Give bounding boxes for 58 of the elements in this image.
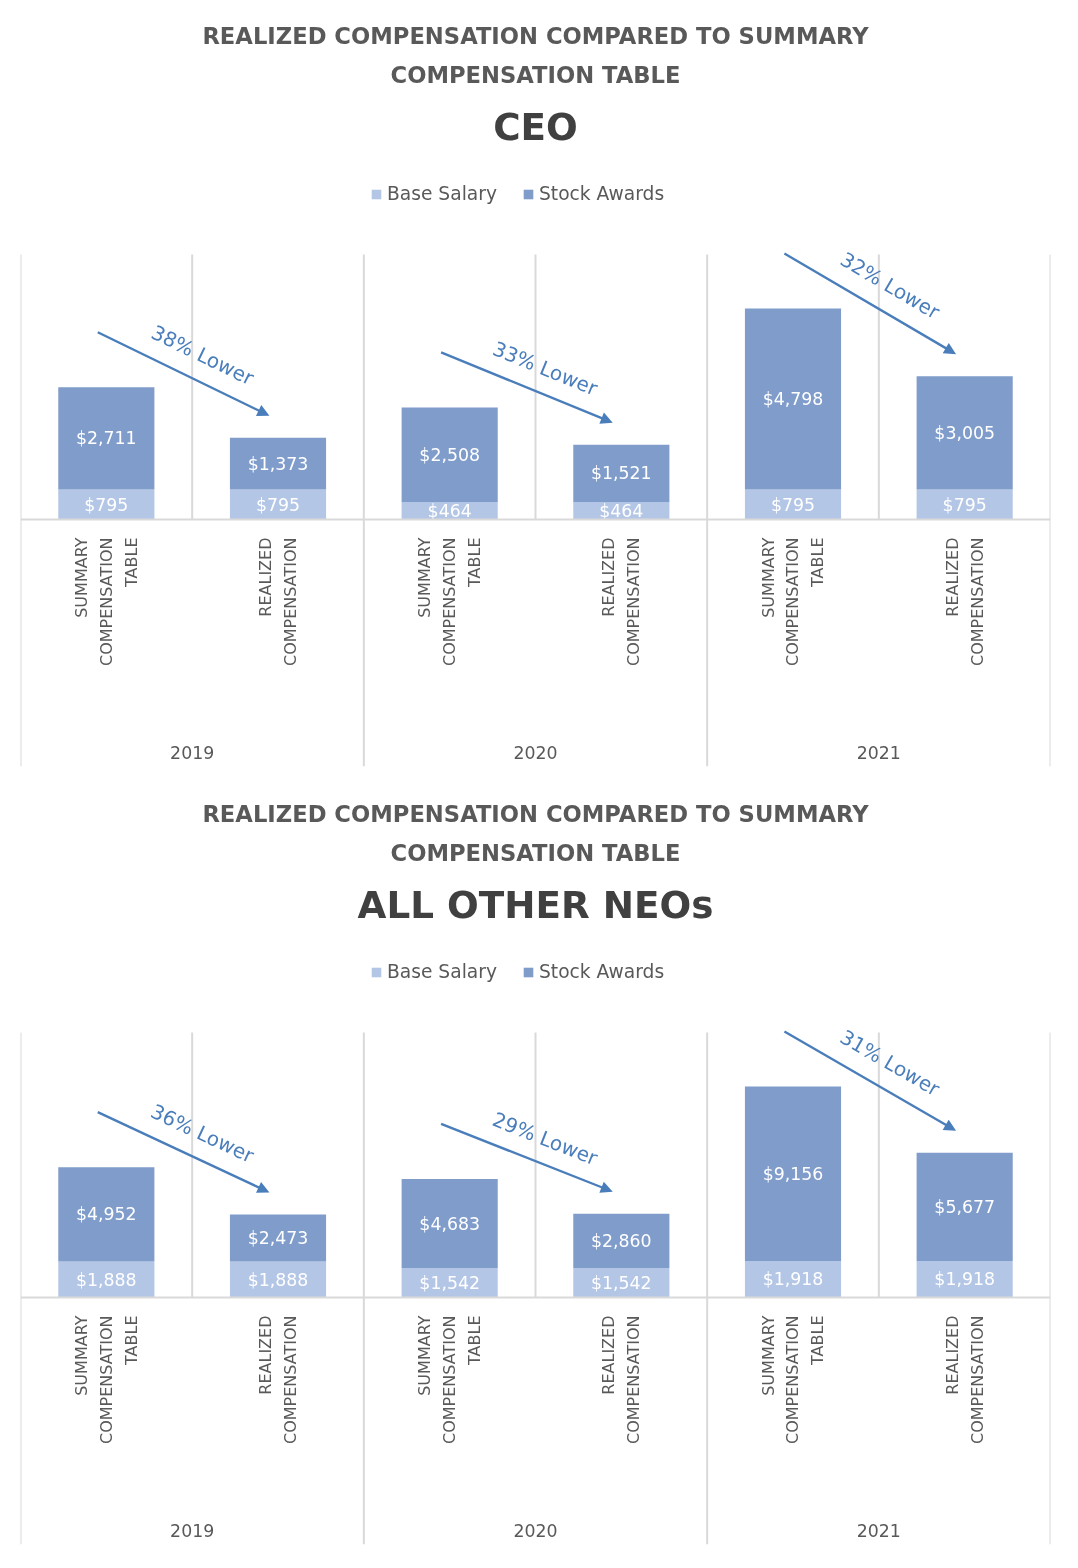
data-label: $4,798 [762,389,824,410]
data-label: $9,156 [762,1163,824,1184]
data-label: $1,521 [591,463,652,484]
data-label: $3,005 [934,422,995,443]
text: 2020 [513,1520,558,1541]
legend-label: Base Salary [387,961,497,982]
x-tick-label: REALIZED COMPENSATION [256,537,300,667]
data-label: $2,508 [419,444,480,465]
data-label: $795 [255,494,301,515]
data-label: $4,952 [76,1204,137,1225]
bar [916,1152,1013,1261]
data-label: $2,711 [76,428,137,449]
x-tick-label: SUMMARY COMPENSATION TABLE [415,537,484,667]
data-label: $4,683 [419,1213,480,1234]
x-tick-label: SUMMARY COMPENSATION TABLE [72,1315,141,1445]
x-tick-label: REALIZED COMPENSATION [599,537,644,667]
data-label: $1,542 [419,1272,480,1293]
data-label: $464 [427,500,472,521]
data-label: $1,373 [247,453,309,474]
text: 2019 [170,1520,215,1541]
annotation: 29% Lower [489,1107,602,1171]
x-tick-label: SUMMARY COMPENSATION TABLE [758,537,828,667]
data-label: $2,473 [247,1227,309,1248]
x-tick-label: REALIZED COMPENSATION [942,1315,987,1445]
text: 2019 [170,742,215,763]
data-label: $1,918 [934,1269,995,1290]
x-tick-label: REALIZED COMPENSATION [599,1315,644,1445]
data-label: $1,888 [247,1269,309,1290]
x-tick-label: REALIZED COMPENSATION [256,1315,300,1445]
annotation: 33% Lower [489,336,602,401]
text: 2021 [856,1520,901,1541]
data-label: $795 [942,494,987,515]
text: 2020 [513,742,558,763]
x-tick-label: SUMMARY COMPENSATION TABLE [72,537,141,667]
data-label: $1,542 [591,1272,652,1293]
legend-label: Stock Awards [538,183,665,204]
legend-label: Stock Awards [538,961,665,982]
bar [573,444,670,502]
bar [916,376,1013,490]
data-label: $1,918 [762,1269,824,1290]
chart-subtitle: CEO [493,104,578,149]
text: 2021 [856,742,901,763]
x-tick-label: SUMMARY COMPENSATION TABLE [758,1315,828,1445]
data-label: $1,888 [76,1269,137,1290]
bar [573,1213,670,1269]
chart-title: REALIZED COMPENSATION COMPARED TO SUMMARY COMPENSATION TABLE [202,22,870,88]
bar [229,1214,327,1262]
legend-label: Base Salary [387,183,497,204]
data-label: $795 [84,494,129,515]
data-label: $795 [770,494,816,515]
data-label: $2,860 [591,1230,652,1251]
bar [229,437,327,490]
data-label: $5,677 [934,1196,995,1217]
x-tick-label: SUMMARY COMPENSATION TABLE [415,1315,484,1445]
chart-title: REALIZED COMPENSATION COMPARED TO SUMMARY COMPENSATION TABLE [202,800,870,866]
data-label: $464 [599,500,644,521]
chart-subtitle: ALL OTHER NEOs [357,882,714,927]
x-tick-label: REALIZED COMPENSATION [942,537,987,667]
